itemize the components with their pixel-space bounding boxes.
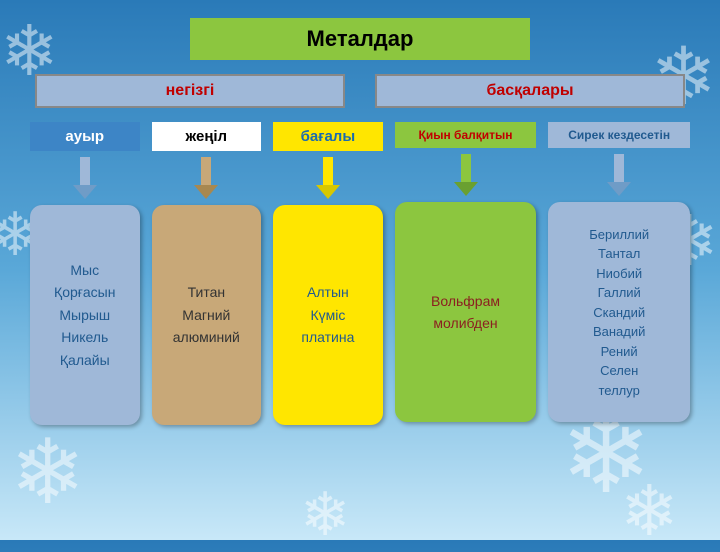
list-item: платина xyxy=(279,326,377,348)
column-4: Сирек кездесетін БериллийТанталНиобийГалл… xyxy=(548,122,690,425)
list-item: Бериллий xyxy=(554,225,684,245)
list-item: Титан xyxy=(158,281,256,303)
list-item: Никель xyxy=(36,326,134,348)
arrow-down-icon xyxy=(316,157,340,199)
list-item: Скандий xyxy=(554,303,684,323)
items-box: МысҚорғасынМырышНикельҚалайы xyxy=(30,205,140,425)
items-box: БериллийТанталНиобийГаллийСкандийВанадий… xyxy=(548,202,690,422)
list-item: теллур xyxy=(554,381,684,401)
group-other: басқалары xyxy=(375,74,685,108)
list-item: Мыс xyxy=(36,259,134,281)
column-2: бағалы АлтынКүмісплатина xyxy=(273,122,383,425)
column-1: жеңіл ТитанМагнийалюминий xyxy=(152,122,262,425)
arrow-down-icon xyxy=(73,157,97,199)
category-label: бағалы xyxy=(273,122,383,151)
list-item: Селен xyxy=(554,361,684,381)
list-item: Қорғасын xyxy=(36,281,134,303)
list-item: Күміс xyxy=(279,304,377,326)
list-item: Алтын xyxy=(279,281,377,303)
list-item: Қалайы xyxy=(36,349,134,371)
list-item: Ниобий xyxy=(554,264,684,284)
category-label: Сирек кездесетін xyxy=(548,122,690,148)
category-label: жеңіл xyxy=(152,122,262,151)
main-title: Металдар xyxy=(190,18,530,60)
items-box: ТитанМагнийалюминий xyxy=(152,205,262,425)
group-main: негізгі xyxy=(35,74,345,108)
list-item: Тантал xyxy=(554,244,684,264)
list-item: Мырыш xyxy=(36,304,134,326)
list-item: Галлий xyxy=(554,283,684,303)
list-item: Вольфрам xyxy=(401,290,531,312)
category-label: ауыр xyxy=(30,122,140,151)
group-row: негізгі басқалары xyxy=(30,74,690,108)
list-item: молибден xyxy=(401,312,531,334)
column-0: ауыр МысҚорғасынМырышНикельҚалайы xyxy=(30,122,140,425)
column-3: Қиын балқитын Вольфраммолибден xyxy=(395,122,537,425)
list-item: Рений xyxy=(554,342,684,362)
items-box: Вольфраммолибден xyxy=(395,202,537,422)
list-item: Магний xyxy=(158,304,256,326)
arrow-down-icon xyxy=(194,157,218,199)
arrow-down-icon xyxy=(454,154,478,196)
items-box: АлтынКүмісплатина xyxy=(273,205,383,425)
category-label: Қиын балқитын xyxy=(395,122,537,148)
list-item: Ванадий xyxy=(554,322,684,342)
columns-row: ауыр МысҚорғасынМырышНикельҚалайы жеңіл Тит… xyxy=(30,122,690,425)
arrow-down-icon xyxy=(607,154,631,196)
list-item: алюминий xyxy=(158,326,256,348)
